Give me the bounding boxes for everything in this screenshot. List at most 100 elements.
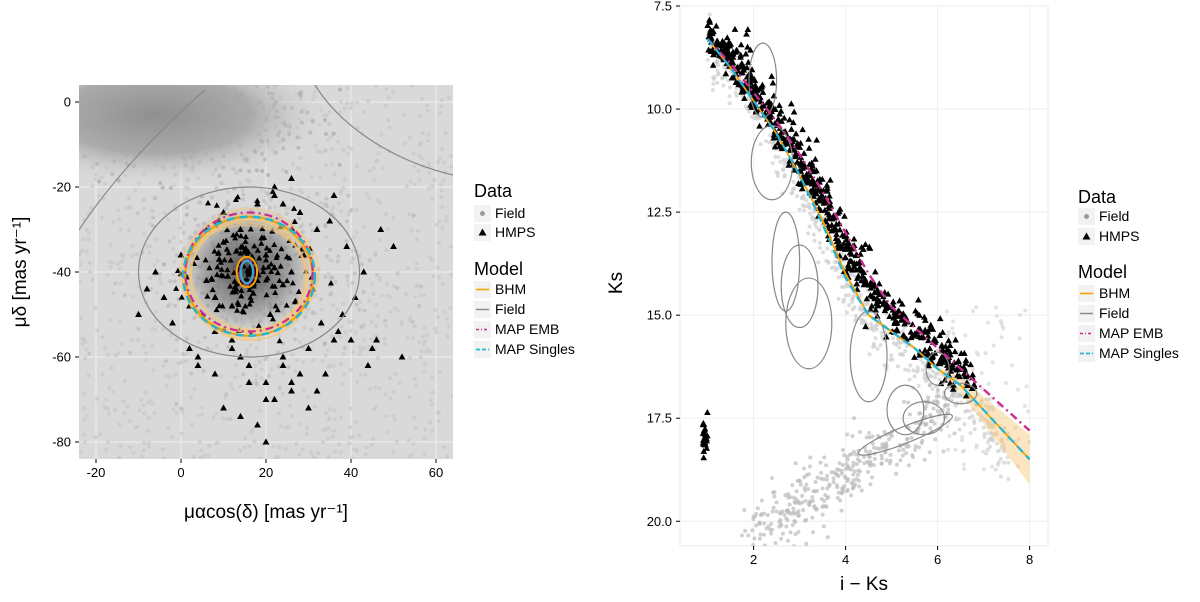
- left-field-point: [385, 294, 390, 299]
- left-field-point: [87, 351, 92, 356]
- right-field-point: [782, 162, 787, 167]
- right-field-point: [1006, 460, 1011, 465]
- right-field-point: [727, 85, 732, 90]
- left-field-point: [184, 74, 188, 78]
- right-field-point: [727, 101, 732, 106]
- right-hmps-point: [871, 295, 878, 302]
- left-field-point: [313, 404, 318, 409]
- left-field-point: [275, 56, 279, 60]
- left-y-tick-label: -60: [52, 350, 71, 365]
- left-field-point: [174, 410, 179, 415]
- left-hmps-point: [246, 301, 253, 307]
- left-field-point: [187, 45, 191, 49]
- left-field-point: [190, 45, 194, 49]
- left-field-point: [358, 372, 363, 377]
- left-field-point: [383, 341, 388, 346]
- left-field-point: [287, 403, 292, 408]
- right-hmps-point: [799, 185, 806, 192]
- left-field-point: [412, 164, 417, 169]
- right-field-point: [934, 394, 939, 399]
- left-field-point: [345, 278, 350, 283]
- left-hmps-point: [272, 289, 279, 296]
- right-field-point: [855, 472, 860, 477]
- left-field-point: [26, 48, 30, 52]
- left-field-point: [115, 43, 119, 47]
- left-field-point: [238, 181, 243, 186]
- left-field-point: [263, 67, 267, 71]
- left-hmps-point: [279, 353, 287, 360]
- right-hmps-point: [945, 337, 952, 344]
- left-field-point: [377, 237, 382, 242]
- right-hmps-point: [860, 245, 867, 252]
- right-field-point: [994, 305, 999, 310]
- right-field-point: [843, 293, 848, 298]
- right-hmps-point: [768, 72, 775, 79]
- right-field-point: [786, 538, 791, 543]
- left-field-point: [276, 364, 281, 369]
- left-field-point: [152, 262, 157, 267]
- left-field-point: [250, 71, 254, 75]
- right-hmps-point: [841, 212, 848, 219]
- right-field-point: [769, 531, 774, 536]
- right-legend-map-singles-label: MAP Singles: [1099, 345, 1179, 361]
- left-field-point: [118, 281, 123, 286]
- left-field-point: [306, 44, 310, 48]
- right-field-point: [877, 446, 882, 451]
- left-field-point: [224, 392, 229, 397]
- left-field-point: [90, 277, 95, 282]
- right-field-point: [807, 503, 812, 508]
- right-field-point: [1002, 460, 1007, 465]
- left-field-point: [142, 411, 147, 416]
- left-field-point: [108, 265, 113, 270]
- left-field-point: [152, 410, 157, 415]
- left-field-point: [323, 202, 328, 207]
- right-hmps-point: [862, 241, 869, 247]
- right-field-point: [758, 142, 763, 147]
- right-hmps-point: [737, 41, 745, 48]
- left-field-point: [209, 348, 214, 353]
- right-hmps-point: [886, 313, 893, 320]
- right-field-point: [840, 489, 845, 494]
- right-field-point: [771, 490, 776, 495]
- left-field-point: [116, 456, 121, 459]
- left-field-point: [258, 456, 263, 459]
- right-field-point: [846, 477, 851, 482]
- left-field-point: [338, 361, 343, 366]
- right-field-point: [1005, 455, 1010, 460]
- right-field-point: [851, 485, 856, 490]
- left-field-point: [97, 193, 102, 198]
- right-field-point: [976, 411, 981, 416]
- right-field-point: [1016, 437, 1021, 442]
- left-legend-map-emb-label: MAP EMB: [495, 321, 559, 337]
- left-field-point: [318, 175, 323, 180]
- right-field-point: [762, 532, 767, 537]
- right-field-point: [839, 508, 844, 513]
- right-field-point: [786, 495, 791, 500]
- left-hmps-point: [274, 269, 281, 276]
- left-field-point: [392, 417, 397, 422]
- left-field-point: [405, 336, 410, 341]
- right-hmps-point: [843, 241, 851, 248]
- left-field-point: [370, 282, 375, 287]
- left-field-point: [222, 85, 225, 86]
- right-field-point: [808, 500, 813, 505]
- left-field-point: [342, 106, 347, 111]
- right-field-point: [762, 543, 767, 546]
- right-field-point: [901, 447, 906, 452]
- right-field-model-ellipse: [849, 310, 888, 403]
- right-hmps-point: [859, 272, 866, 279]
- left-hmps-point: [266, 247, 273, 253]
- right-field-point: [889, 353, 894, 358]
- left-field-point: [188, 56, 192, 60]
- left-field-point: [128, 57, 132, 61]
- right-hmps-point: [892, 317, 900, 324]
- left-field-point: [315, 191, 320, 196]
- left-field-point: [351, 434, 356, 439]
- left-field-point: [439, 182, 444, 187]
- right-field-point: [901, 399, 906, 404]
- left-field-point: [145, 78, 149, 82]
- right-field-point: [931, 406, 936, 411]
- left-field-point: [201, 368, 206, 373]
- left-field-point: [345, 151, 350, 156]
- right-field-point: [840, 463, 845, 468]
